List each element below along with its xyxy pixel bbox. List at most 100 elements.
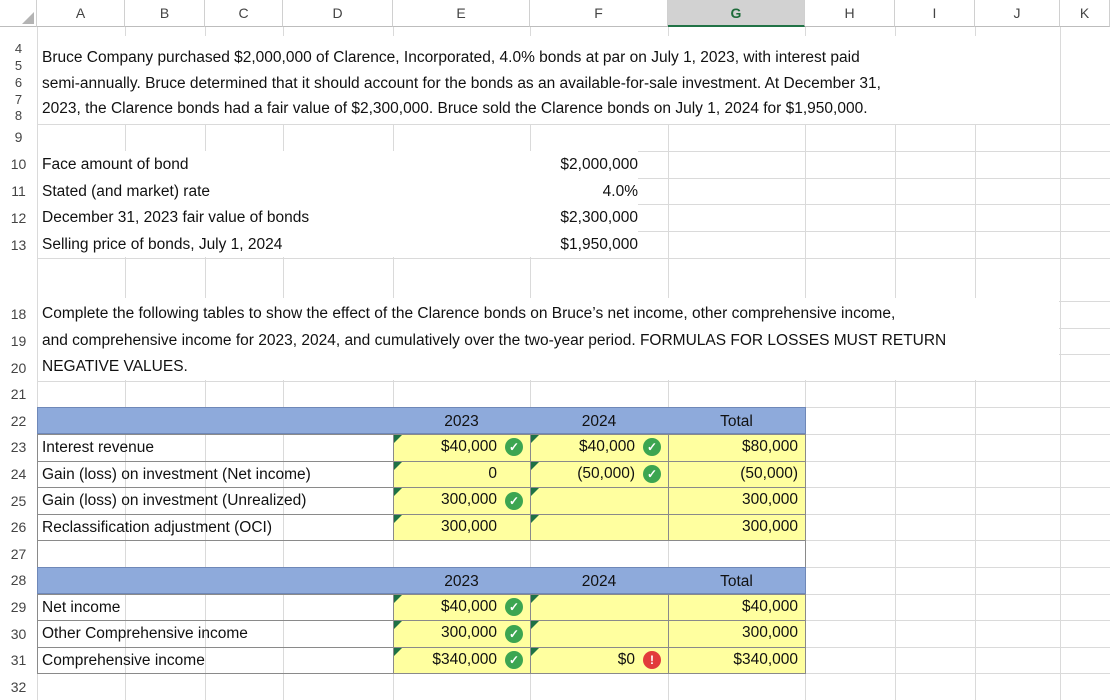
instruction-text: Complete the following tables to show th… [42, 305, 896, 322]
column-header: C [205, 0, 283, 27]
intro-text: semi-annually. Bruce determined that it … [42, 74, 881, 92]
column-header: D [283, 0, 393, 27]
formula-flag [394, 621, 402, 630]
row-number: 8 [14, 108, 23, 123]
row-label: Comprehensive income [42, 651, 205, 669]
check-icon: ✓ [505, 624, 523, 643]
row-number: 32 [10, 678, 27, 695]
cell-value: 300,000 [741, 517, 798, 535]
row-label: Gain (loss) on investment (Unrealized) [42, 492, 307, 510]
formula-flag [531, 461, 539, 470]
formula-flag [394, 647, 402, 656]
column-header: H [805, 0, 895, 27]
fact-value: 4.0% [602, 182, 638, 200]
row-number: 21 [10, 386, 27, 403]
row-number: 10 [10, 156, 27, 173]
row-label: Reclassification adjustment (OCI) [42, 518, 272, 536]
row-label: Other Comprehensive income [42, 625, 248, 643]
formula-flag [531, 594, 539, 603]
input-cell [668, 646, 806, 675]
row-number: 5 [14, 57, 23, 73]
input-cell [668, 460, 806, 489]
fact-label: Selling price of bonds, July 1, 2024 [42, 236, 283, 253]
intro-text: Bruce Company purchased $2,000,000 of Cl… [42, 49, 860, 66]
cell-value: $40,000 [578, 438, 635, 455]
check-icon: ✓ [505, 597, 523, 616]
cell-value: 300,000 [741, 491, 798, 509]
column-header: F [530, 0, 668, 27]
input-cell [393, 460, 531, 489]
corner-triangle [22, 12, 34, 24]
row-number: 13 [10, 236, 27, 253]
input-cell [530, 513, 669, 542]
fact-value: $2,300,000 [560, 209, 638, 227]
cell-value: $0 [617, 650, 635, 668]
cell-value: $80,000 [741, 438, 798, 455]
table-column-header: 2023 [444, 413, 479, 431]
row-number: 4 [14, 40, 23, 56]
row-number: 6 [14, 74, 23, 90]
grid-line [37, 27, 38, 700]
cell-value: 300,000 [440, 491, 497, 509]
table-column-header: 2024 [581, 413, 617, 431]
label-border [37, 434, 394, 462]
formula-flag [531, 621, 539, 630]
table-header [37, 567, 806, 594]
column-header: J [975, 0, 1060, 27]
check-icon: ✓ [643, 438, 661, 457]
table-column-header: 2024 [581, 573, 617, 590]
grid-line [37, 380, 1110, 382]
cell-value: (50,000) [740, 464, 798, 482]
table-gap [37, 540, 806, 567]
formula-flag [531, 514, 539, 523]
check-icon: ✓ [505, 651, 523, 670]
formula-flag [531, 435, 539, 443]
fact-label: December 31, 2023 fair value of bonds [42, 209, 310, 227]
input-cell [668, 513, 806, 542]
column-header: I [895, 0, 975, 27]
check-icon: ✓ [505, 438, 523, 457]
formula-flag [394, 514, 402, 523]
row-number: 31 [10, 652, 27, 669]
label-border [37, 487, 394, 515]
column-header: A [37, 0, 125, 27]
cell-value: 300,000 [440, 624, 497, 642]
formula-flag [394, 594, 402, 603]
cell-value: $340,000 [733, 650, 798, 668]
row-label: Interest revenue [42, 439, 155, 456]
formula-flag [394, 461, 402, 470]
column-header: K [1060, 0, 1110, 27]
fact-label: Face amount of bond [42, 155, 189, 173]
error-icon: ! [643, 651, 661, 670]
grid-line [37, 124, 1110, 125]
table-column-header: Total [720, 413, 753, 431]
row-number: 12 [10, 209, 27, 226]
row-number: 19 [10, 332, 27, 349]
row-number: 26 [10, 519, 27, 536]
row-number: 20 [10, 359, 27, 376]
instruction-text: NEGATIVE VALUES. [42, 358, 188, 376]
fact-label: Stated (and market) rate [42, 182, 210, 200]
label-border [37, 593, 394, 622]
column-header: E [393, 0, 530, 27]
formula-flag [531, 647, 539, 656]
label-border [37, 646, 394, 675]
fact-value: $2,000,000 [560, 155, 638, 173]
grid-line [37, 258, 1110, 259]
cell-value: $40,000 [741, 597, 798, 615]
column-header: G [668, 0, 805, 27]
table-column-header: 2023 [444, 573, 479, 590]
grid-line [1060, 27, 1061, 700]
check-icon: ✓ [505, 491, 523, 510]
cell-value: $340,000 [432, 650, 497, 668]
cell-value: $40,000 [440, 597, 497, 615]
input-cell [393, 513, 531, 542]
row-number: 11 [11, 182, 26, 199]
text-box [38, 298, 1059, 380]
table-header [37, 407, 806, 434]
formula-flag [394, 488, 402, 497]
input-cell [668, 487, 806, 515]
table-column-header: Total [720, 573, 753, 590]
label-border [37, 513, 394, 542]
input-cell [530, 620, 669, 648]
